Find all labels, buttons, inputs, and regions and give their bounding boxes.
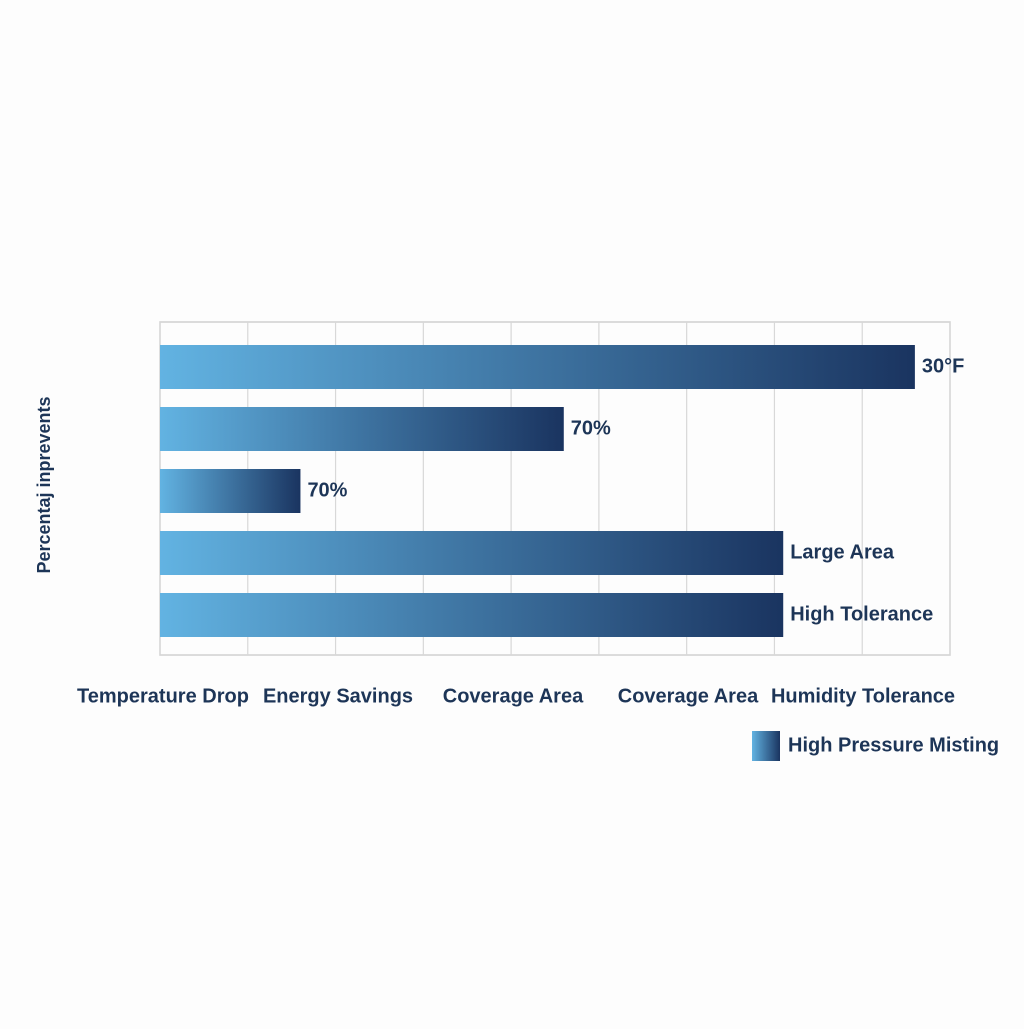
category-label: Coverage Area [618, 685, 759, 707]
bar-label: 70% [307, 479, 347, 501]
bar-label: Large Area [790, 541, 895, 563]
bar [160, 593, 784, 637]
bar-label: 70% [571, 417, 611, 439]
bar [160, 407, 564, 451]
legend-label: High Pressure Misting [788, 734, 999, 756]
category-label: Humidity Tolerance [771, 685, 955, 707]
bar-label: High Tolerance [790, 603, 933, 625]
category-label: Energy Savings [263, 685, 413, 707]
category-label: Temperature Drop [77, 685, 249, 707]
bar [160, 531, 784, 575]
legend-swatch [752, 731, 780, 761]
y-axis-label: Percentaj inprevents [34, 396, 54, 573]
bar-label: 30°F [922, 355, 964, 377]
bar [160, 345, 915, 389]
bar [160, 469, 301, 513]
category-label: Coverage Area [443, 685, 584, 707]
